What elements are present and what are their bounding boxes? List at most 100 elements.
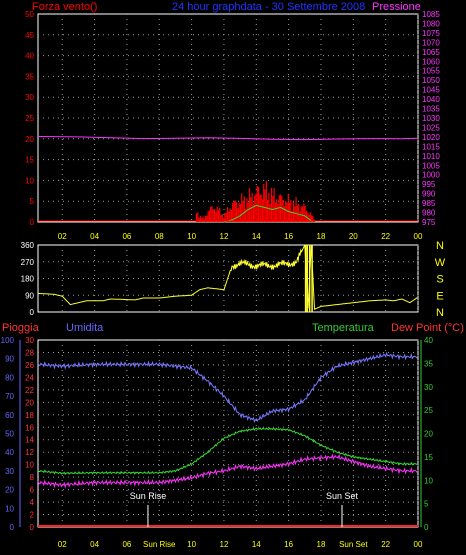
x-tick-label-bottom: 02 — [58, 540, 67, 549]
dewpoint-line — [37, 453, 418, 489]
x-tick-label-bottom: 00 — [414, 540, 423, 549]
wind-tick-label: 5 — [30, 197, 35, 206]
pressure-tick-label: 1055 — [422, 67, 440, 76]
pressure-tick-label: 1005 — [422, 161, 440, 170]
humidity-tick-label: 30 — [5, 467, 14, 476]
compass-label: N — [436, 307, 444, 319]
dewpoint-label: Dew Point (°C) — [391, 322, 464, 334]
pressure-tick-label: 1030 — [422, 114, 440, 123]
humidity-tick-label: 70 — [5, 392, 14, 401]
sunrise-annotation: Sun Rise — [130, 491, 167, 501]
humidity-tick-label: 50 — [5, 430, 14, 439]
temperature-tick-label: 35 — [424, 359, 433, 368]
wind-tick-label: 15 — [25, 156, 34, 165]
pressure-tick-label: 1050 — [422, 76, 440, 85]
x-tick-label-bottom: 14 — [252, 540, 261, 549]
x-tick-label-top: 06 — [122, 232, 131, 241]
x-tick-label-top: 08 — [155, 232, 164, 241]
x-tick-label-bottom: 22 — [381, 540, 390, 549]
direction-tick-label: 0 — [30, 308, 35, 317]
pressure-tick-label: 1075 — [422, 29, 440, 38]
pressure-axis-title: Pressione — [372, 1, 421, 13]
rain-tick-label: 10 — [25, 461, 34, 470]
pressure-tick-label: 995 — [422, 180, 436, 189]
pressure-tick-label: 1000 — [422, 171, 440, 180]
direction-tick-label: 360 — [21, 241, 35, 250]
pressure-tick-label: 1010 — [422, 152, 440, 161]
rain-tick-label: 26 — [25, 361, 34, 370]
x-tick-label-top: 12 — [220, 232, 229, 241]
rain-tick-label: 8 — [30, 473, 35, 482]
humidity-line — [37, 351, 418, 423]
humidity-tick-label: 90 — [5, 355, 14, 364]
direction-tick-label: 90 — [25, 291, 34, 300]
rain-tick-label: 16 — [25, 423, 34, 432]
rain-tick-label: 18 — [25, 411, 34, 420]
rain-tick-label: 24 — [25, 373, 34, 382]
compass-label: E — [436, 290, 443, 302]
direction-tick-label: 180 — [21, 275, 35, 284]
x-tick-label-bottom: Sun Set — [339, 540, 368, 549]
wind-tick-label: 0 — [30, 218, 35, 227]
x-tick-label-bottom: 10 — [187, 540, 196, 549]
rain-tick-label: 4 — [30, 498, 35, 507]
x-tick-label-top: 10 — [187, 232, 196, 241]
humidity-label: Umidita — [66, 322, 104, 334]
temperature-tick-label: 5 — [424, 500, 429, 509]
rain-tick-label: 22 — [25, 386, 34, 395]
humidity-tick-label: 10 — [5, 504, 14, 513]
pressure-tick-label: 975 — [422, 218, 436, 227]
compass-label: W — [435, 257, 446, 269]
wind-tick-label: 20 — [25, 135, 34, 144]
x-tick-label-top: 00 — [414, 232, 423, 241]
pressure-tick-label: 1015 — [422, 142, 440, 151]
pressure-tick-label: 1020 — [422, 133, 440, 142]
rain-tick-label: 2 — [30, 511, 35, 520]
rain-tick-label: 0 — [30, 523, 35, 532]
x-tick-label-bottom: 04 — [90, 540, 99, 549]
pressure-tick-label: 1080 — [422, 19, 440, 28]
wind-tick-label: 35 — [25, 72, 34, 81]
temperature-tick-label: 40 — [424, 336, 433, 345]
wind-axis-title: Forza vento() — [32, 1, 97, 13]
x-tick-label-top: 02 — [58, 232, 67, 241]
x-tick-label-top: 14 — [252, 232, 261, 241]
x-tick-label-top: 20 — [349, 232, 358, 241]
x-tick-label-bottom: 06 — [122, 540, 131, 549]
plot-layer: 0510152025303540455097598098599099510001… — [1, 10, 446, 549]
pressure-tick-label: 1070 — [422, 38, 440, 47]
temperature-tick-label: 25 — [424, 406, 433, 415]
pressure-line — [37, 136, 419, 141]
wind-tick-label: 30 — [25, 93, 34, 102]
temperature-tick-label: 10 — [424, 476, 433, 485]
wind-tick-label: 25 — [25, 114, 34, 123]
pressure-tick-label: 1025 — [422, 123, 440, 132]
direction-line — [38, 244, 418, 310]
pressure-tick-label: 1060 — [422, 57, 440, 66]
pressure-tick-label: 980 — [422, 209, 436, 218]
x-tick-label-top: 18 — [317, 232, 326, 241]
temperature-tick-label: 15 — [424, 453, 433, 462]
x-tick-label-bottom: 18 — [317, 540, 326, 549]
x-tick-label-bottom: 12 — [220, 540, 229, 549]
temperature-line — [37, 427, 418, 476]
pressure-tick-label: 1045 — [422, 86, 440, 95]
humidity-tick-label: 40 — [5, 448, 14, 457]
temperature-tick-label: 0 — [424, 523, 429, 532]
compass-label: S — [436, 274, 443, 286]
pressure-tick-label: 1040 — [422, 95, 440, 104]
wind-tick-label: 50 — [25, 10, 34, 19]
pressure-tick-label: 1065 — [422, 48, 440, 57]
humidity-tick-label: 100 — [1, 336, 15, 345]
humidity-tick-label: 0 — [10, 523, 15, 532]
panel3-frame — [37, 339, 419, 528]
rain-tick-label: 6 — [30, 486, 35, 495]
temperature-tick-label: 30 — [424, 383, 433, 392]
rain-tick-label: 12 — [25, 448, 34, 457]
gust-line — [223, 204, 314, 223]
pressure-tick-label: 990 — [422, 190, 436, 199]
pressure-tick-label: 1035 — [422, 105, 440, 114]
wind-tick-label: 40 — [25, 52, 34, 61]
x-tick-label-bottom: 16 — [284, 540, 293, 549]
